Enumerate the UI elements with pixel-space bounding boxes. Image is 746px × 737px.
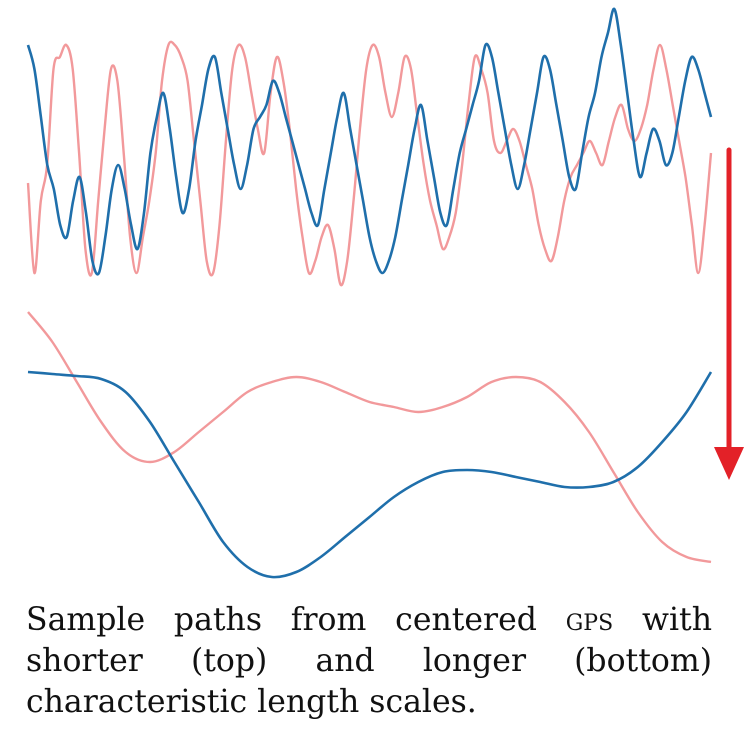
short-length-scale-sample-path-blue	[26, 7, 713, 276]
bottom-panel-long-length-scale	[27, 311, 713, 579]
caption-gps: gps	[565, 602, 614, 638]
top-panel-short-length-scale	[26, 7, 713, 287]
down-arrow-icon	[714, 147, 744, 480]
figure-caption: Sample paths from centered gps with shor…	[26, 600, 712, 723]
short-length-scale-sample-path-pink	[26, 40, 713, 287]
figure	[26, 7, 744, 579]
caption-part-1: Sample paths from centered	[26, 602, 566, 638]
long-length-scale-sample-path-blue	[27, 370, 713, 579]
caption-part-2: with shorter (top) and longer (bottom) c…	[26, 602, 712, 720]
long-length-scale-sample-path-pink	[27, 311, 712, 564]
